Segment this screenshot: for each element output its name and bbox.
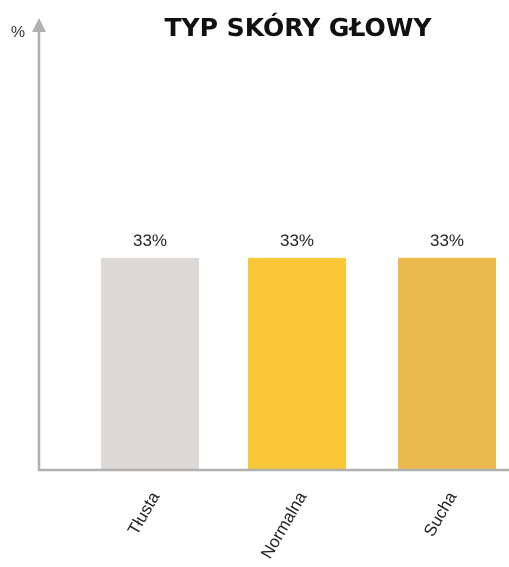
value-label-2: 33%: [280, 231, 314, 250]
x-tick-labels-group: Tłusta Normalna Sucha: [124, 488, 461, 562]
bar-3: [398, 257, 496, 470]
y-axis-label: %: [11, 24, 25, 41]
chart-title: TYP SKÓRY GŁOWY: [165, 12, 433, 42]
x-tick-label-1: Tłusta: [124, 488, 164, 538]
x-tick-label-3: Sucha: [420, 488, 461, 540]
value-labels-group: 33% 33% 33%: [133, 231, 464, 250]
value-label-3: 33%: [430, 231, 464, 250]
bar-1: [101, 257, 199, 470]
bar-2: [248, 257, 346, 470]
x-tick-label-2: Normalna: [257, 488, 311, 562]
value-label-1: 33%: [133, 231, 167, 250]
y-axis-arrow-icon: [32, 18, 46, 32]
bars-group: [101, 257, 496, 470]
